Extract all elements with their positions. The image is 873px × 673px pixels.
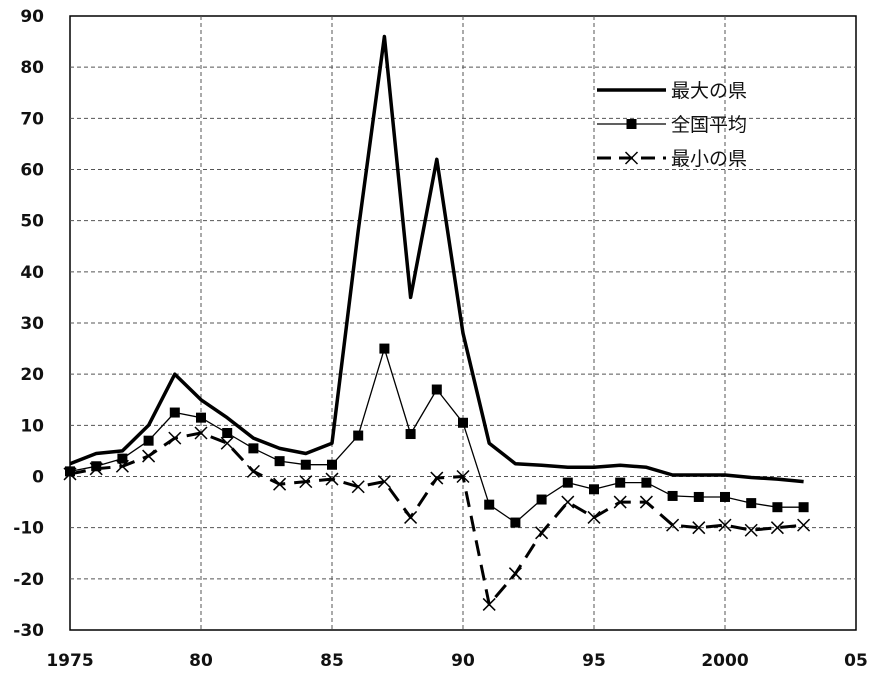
y-axis-ticks: 90 80 70 60 50 40 30 20 10 0 -10 -20 -30 [13, 7, 44, 641]
data-point-square [536, 494, 547, 505]
y-tick-label: 40 [20, 263, 44, 283]
data-point-x [718, 518, 732, 532]
data-point-x [456, 469, 470, 484]
data-point-square [798, 502, 809, 513]
y-tick-label: 20 [20, 365, 44, 385]
data-point-square [405, 429, 416, 440]
y-tick-label: 50 [20, 212, 44, 232]
legend-item: 最大の県 [597, 80, 747, 102]
data-point-x [273, 477, 287, 491]
data-point-x [666, 518, 680, 532]
data-point-square [667, 490, 678, 501]
x-tick-label: 1975 [46, 651, 93, 671]
data-point-x [744, 523, 758, 537]
y-tick-label: 0 [32, 468, 44, 488]
x-axis-ticks: 1975 80 85 90 95 2000 05 [46, 651, 868, 671]
data-point-x [770, 521, 784, 535]
x-tick-label: 05 [844, 651, 868, 671]
data-point-x [168, 431, 182, 445]
x-tick-label: 85 [320, 651, 344, 671]
data-point-square [772, 502, 783, 513]
data-point-x [246, 464, 260, 478]
data-point-square [117, 453, 128, 464]
data-point-x [325, 472, 339, 486]
y-tick-label: -30 [13, 621, 44, 641]
data-point-x [508, 567, 522, 581]
data-point-square [222, 428, 233, 439]
y-tick-label: 90 [20, 7, 44, 27]
data-point-square [300, 459, 311, 470]
legend-item: 最小の県 [597, 148, 747, 170]
data-point-x [535, 526, 549, 540]
data-point-square [484, 499, 495, 510]
x-tick-label: 95 [582, 651, 606, 671]
y-tick-label: 80 [20, 58, 44, 78]
legend-label: 全国平均 [671, 114, 747, 136]
data-point-x [639, 495, 653, 509]
data-point-square [720, 491, 730, 502]
data-point-x [63, 467, 77, 481]
data-point-x [561, 495, 575, 509]
series-line-0 [69, 34, 804, 484]
data-point-square [458, 417, 468, 428]
legend-label: 最小の県 [671, 148, 747, 170]
data-point-x [115, 459, 129, 473]
data-point-x [142, 449, 156, 463]
series-lines [63, 34, 811, 611]
data-point-square [615, 477, 626, 488]
y-tick-label: 10 [20, 416, 44, 436]
data-point-square [169, 407, 180, 418]
x-tick-label: 2000 [701, 651, 748, 671]
y-tick-label: 70 [20, 109, 44, 129]
data-point-square [196, 412, 206, 423]
y-tick-label: -20 [13, 570, 44, 590]
data-point-square [65, 466, 75, 477]
data-point-x [351, 480, 365, 494]
data-point-square [589, 484, 599, 495]
data-point-x [430, 471, 444, 485]
data-point-x [89, 462, 103, 476]
data-point-square [327, 459, 337, 470]
data-point-square [379, 343, 390, 354]
y-tick-label: 30 [20, 314, 44, 334]
data-point-square [91, 461, 102, 472]
data-point-square [353, 430, 364, 441]
data-point-square [431, 384, 442, 395]
data-point-x [482, 597, 496, 611]
data-point-square [248, 443, 259, 454]
y-tick-label: -10 [13, 519, 44, 539]
data-point-x [587, 510, 601, 524]
data-point-x [613, 495, 627, 509]
data-point-square [746, 498, 757, 509]
data-point-x [797, 518, 811, 532]
data-point-square [274, 456, 285, 467]
data-point-x [194, 426, 208, 440]
x-tick-label: 80 [189, 651, 213, 671]
y-tick-label: 60 [20, 161, 44, 181]
data-point-x [299, 475, 313, 489]
legend-label: 最大の県 [671, 80, 747, 102]
data-point-square [510, 517, 521, 528]
data-point-x [692, 521, 706, 535]
data-point-square [562, 477, 573, 488]
data-point-x [377, 475, 391, 489]
legend-item: 全国平均 [597, 114, 747, 136]
data-point-square [143, 435, 154, 446]
x-tick-label: 90 [451, 651, 475, 671]
data-point-square [693, 491, 704, 502]
gridlines [70, 16, 856, 630]
data-point-x [404, 510, 418, 524]
data-point-square [641, 477, 652, 488]
data-point-x [220, 436, 234, 450]
